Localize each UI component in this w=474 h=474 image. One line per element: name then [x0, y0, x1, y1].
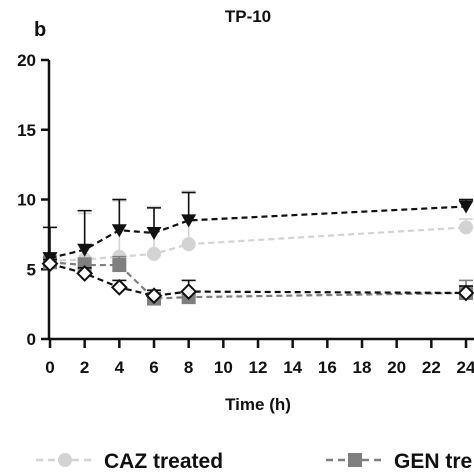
x-tick-label: 24 [457, 358, 474, 377]
data-point [112, 258, 127, 273]
data-point [147, 246, 161, 261]
series-line [49, 261, 467, 300]
data-point [457, 284, 474, 302]
data-point [41, 255, 59, 273]
legend: CAZ treated GEN tre [36, 450, 472, 473]
x-tick-label: 0 [45, 358, 54, 377]
legend-item-2: GEN tre [326, 450, 472, 473]
data-point [459, 220, 473, 235]
x-tick-label: 12 [249, 358, 268, 377]
data-point [180, 283, 198, 300]
x-tick-label: 14 [283, 358, 302, 377]
y-tick-label: 5 [27, 260, 36, 279]
x-tick-label: 16 [318, 358, 337, 377]
y-tick-label: 0 [27, 330, 36, 349]
data-point [458, 200, 474, 214]
series-4 [41, 255, 474, 305]
y-tick-label: 20 [17, 51, 36, 70]
series-1 [43, 190, 473, 268]
data-point [146, 226, 162, 240]
y-tick-label: 15 [17, 121, 36, 140]
data-point [181, 214, 197, 228]
x-tick-label: 18 [353, 358, 372, 377]
data-point [111, 224, 127, 238]
series-line [49, 205, 467, 260]
x-tick-label: 22 [422, 358, 441, 377]
data-point [110, 278, 128, 296]
x-tick-label: 8 [184, 358, 193, 377]
x-tick-label: 2 [80, 358, 89, 377]
x-tick-label: 20 [387, 358, 406, 377]
data-point [181, 237, 196, 252]
legend-label: CAZ treated [104, 450, 223, 473]
series-3 [42, 191, 474, 266]
series-2 [43, 255, 473, 306]
legend-marker [58, 453, 72, 467]
chart-title: TP-10 [225, 7, 271, 26]
legend-label: GEN tre [394, 450, 472, 473]
series-layer [41, 190, 474, 306]
x-tick-label: 6 [149, 358, 158, 377]
x-tick-label: 10 [214, 358, 233, 377]
legend-marker [348, 453, 362, 467]
y-tick-label: 10 [17, 191, 36, 210]
x-axis-title: Time (h) [225, 395, 291, 414]
data-point [145, 287, 163, 305]
panel-letter: b [34, 19, 46, 41]
legend-item-1: CAZ treated [36, 450, 223, 473]
x-tick-label: 4 [115, 358, 125, 377]
data-point [77, 243, 93, 257]
data-point [76, 265, 94, 282]
